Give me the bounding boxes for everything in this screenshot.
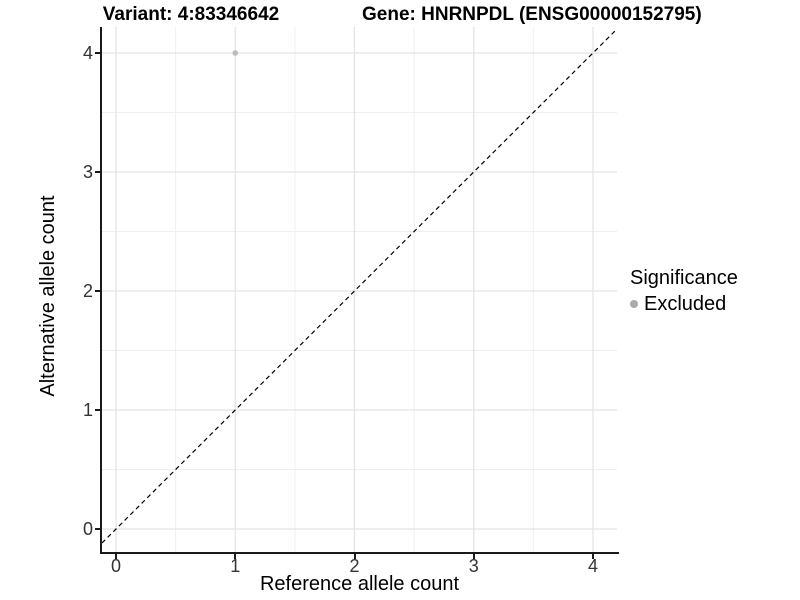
x-tick-mark: [472, 554, 475, 559]
y-tick-label: 4: [82, 43, 93, 63]
plot-panel: [102, 27, 617, 553]
x-tick-label: 3: [468, 556, 479, 576]
y-tick-mark: [95, 528, 101, 530]
variant-title: Variant: 4:83346642: [102, 4, 280, 25]
x-tick-label: 2: [349, 556, 360, 576]
y-tick-label: 0: [82, 519, 93, 539]
legend-item-excluded: Excluded: [630, 292, 738, 316]
y-tick-label: 2: [82, 281, 93, 301]
data-point: [232, 50, 239, 56]
x-tick-mark: [115, 554, 117, 559]
y-tick-label: 3: [82, 162, 93, 182]
y-tick-mark: [95, 52, 101, 54]
legend-item-label: Excluded: [644, 293, 727, 315]
x-tick-label: 4: [587, 556, 598, 576]
x-tick-label: 1: [230, 556, 241, 576]
x-tick-mark: [353, 554, 356, 559]
y-axis-line: [100, 27, 102, 554]
y-tick-mark: [95, 171, 101, 173]
x-axis-line: [100, 552, 619, 554]
x-tick-mark: [592, 554, 594, 559]
x-tick-label: 0: [110, 556, 121, 576]
legend-point-icon: [630, 300, 638, 308]
y-tick-label: 1: [82, 400, 93, 420]
plot-canvas: [102, 27, 617, 553]
x-axis-title: Reference allele count: [259, 573, 459, 595]
identity-dashed-line: [102, 28, 617, 544]
y-tick-mark: [95, 290, 101, 292]
y-axis-title: Alternative allele count: [37, 195, 59, 397]
legend: Significance Excluded: [630, 266, 738, 316]
x-tick-mark: [234, 554, 237, 559]
gene-title: Gene: HNRNPDL (ENSG00000152795): [362, 4, 702, 25]
y-tick-mark: [95, 409, 101, 411]
legend-title: Significance: [630, 267, 738, 289]
